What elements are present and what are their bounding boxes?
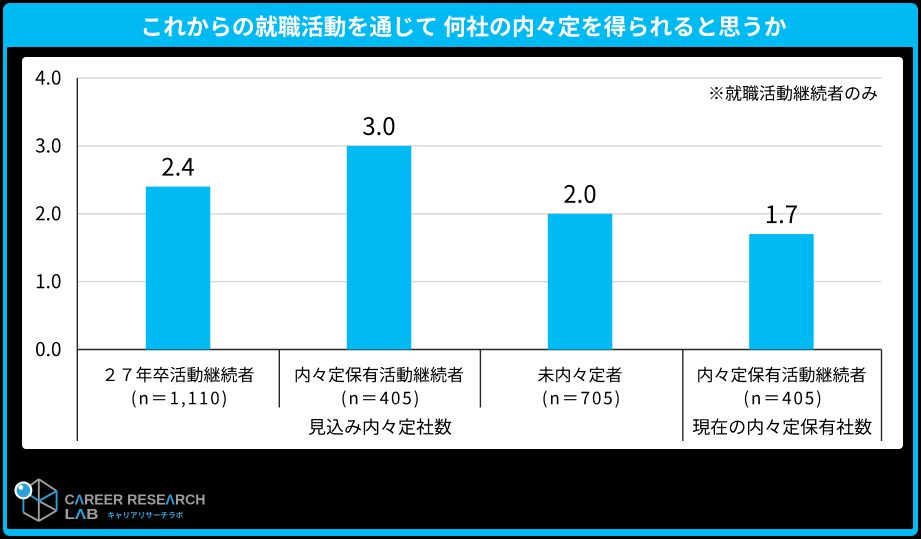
- svg-text:LΛB: LΛB: [65, 506, 99, 523]
- svg-text:CΛREER RESEΛRCH: CΛREER RESEΛRCH: [65, 492, 206, 509]
